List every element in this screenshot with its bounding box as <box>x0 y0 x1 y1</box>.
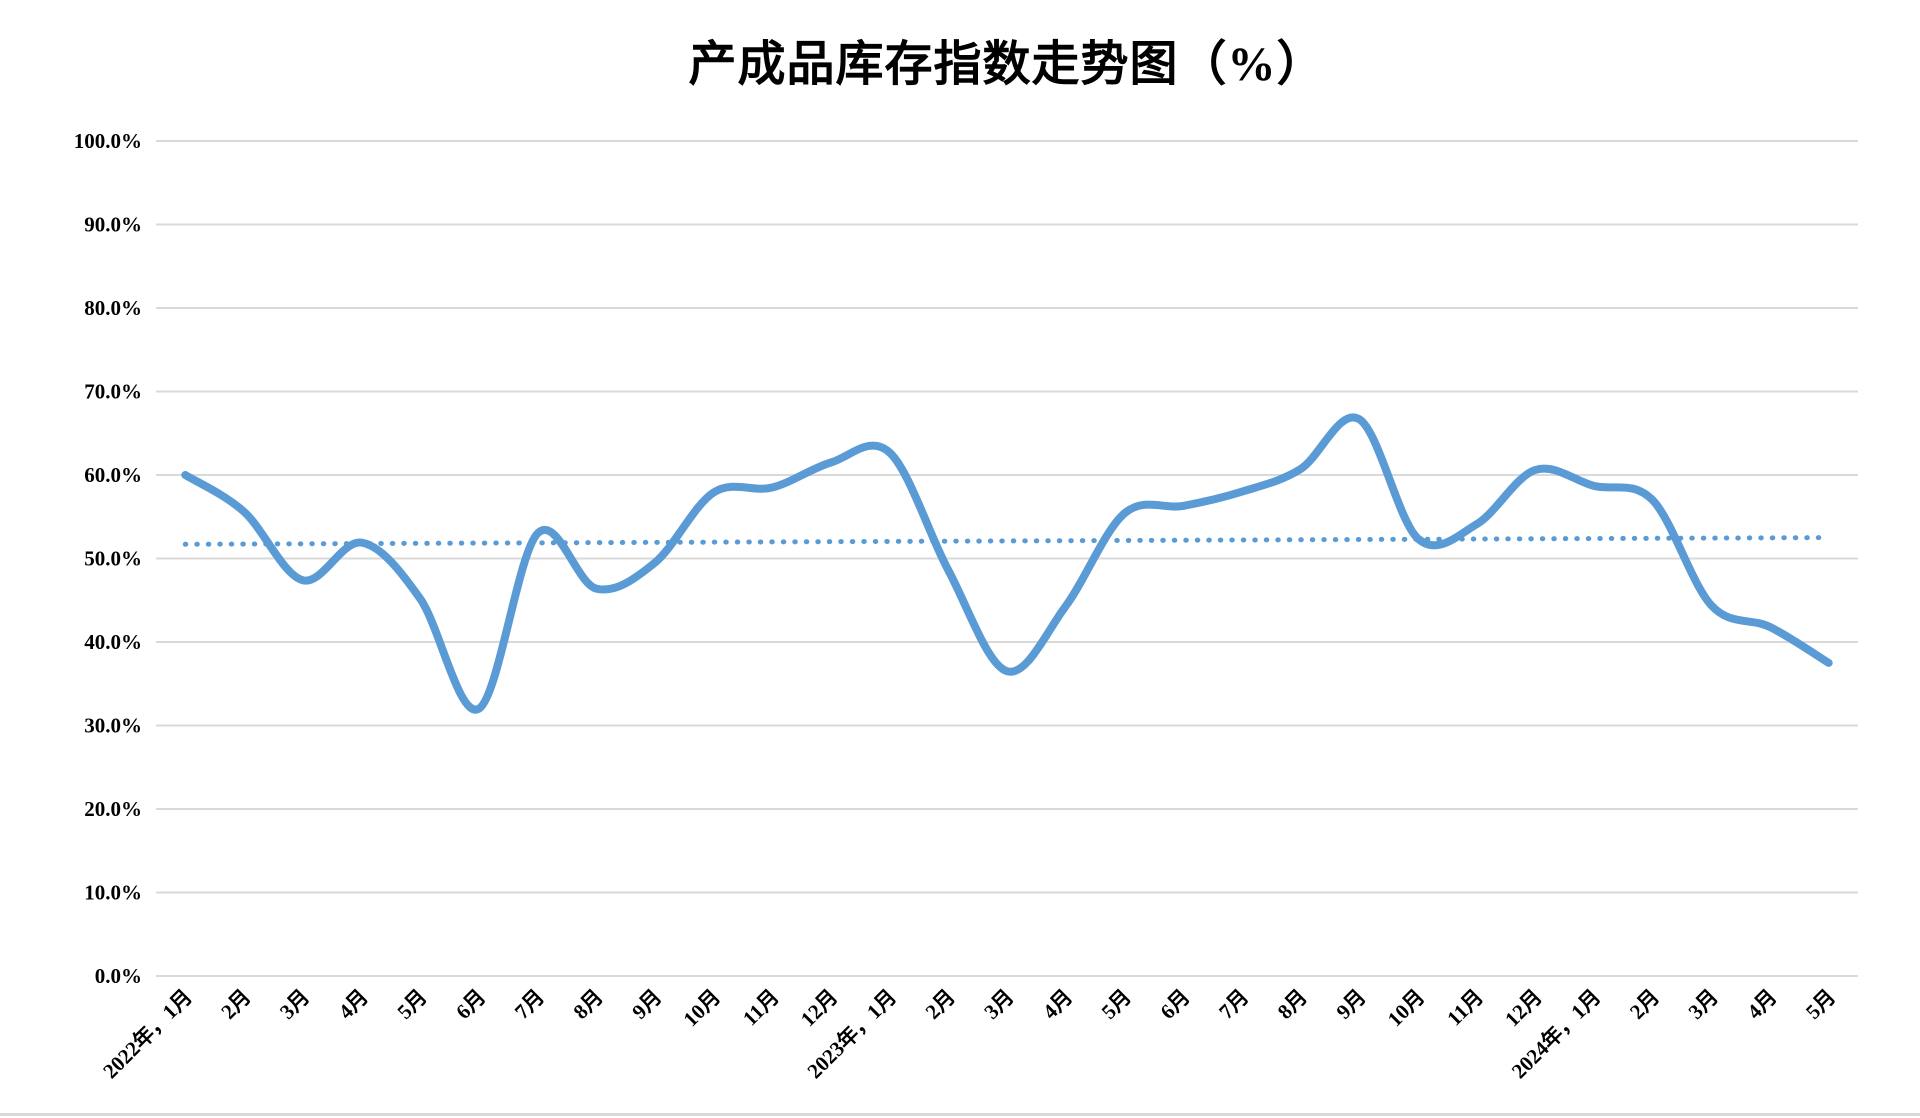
x-tick-label: 2022年，1月 <box>98 985 197 1084</box>
series-group <box>181 413 1833 714</box>
x-tick-label: 8月 <box>568 985 607 1024</box>
x-tick-label: 4月 <box>1742 985 1781 1024</box>
y-tick-label: 60.0% <box>84 463 142 487</box>
x-tick-label: 6月 <box>1155 985 1194 1024</box>
x-tick-label: 8月 <box>1273 985 1312 1024</box>
x-tick-label: 6月 <box>451 985 490 1024</box>
x-tick-label: 3月 <box>275 985 314 1024</box>
x-tick-label: 9月 <box>1331 985 1370 1024</box>
x-tick-label: 4月 <box>334 985 373 1024</box>
trendline-group <box>182 535 1832 547</box>
x-tick-label: 5月 <box>392 985 431 1024</box>
y-axis-labels-group: 0.0% 10.0% 20.0% 30.0% 40.0% 50.0% 60.0% 70.0% 8… <box>74 129 142 988</box>
x-tick-label: 11月 <box>738 985 784 1031</box>
x-tick-label: 3月 <box>979 985 1018 1024</box>
x-tick-label: 5月 <box>1801 985 1840 1024</box>
page-bottom-divider <box>0 1113 1920 1116</box>
x-tick-label: 2月 <box>921 985 960 1024</box>
y-tick-label: 40.0% <box>84 630 142 654</box>
x-tick-label: 12月 <box>796 985 843 1032</box>
x-axis-labels-group: 2022年，1月 2月 3月 4月 5月 6月 7月 8月 9月 10月 11月 12月2023年，1… <box>98 985 1840 1084</box>
y-tick-label: 50.0% <box>84 547 142 571</box>
gridlines-group <box>156 140 1858 977</box>
x-tick-label: 10月 <box>1383 985 1430 1032</box>
y-tick-label: 80.0% <box>84 296 142 320</box>
y-tick-label: 10.0% <box>84 881 142 905</box>
y-tick-label: 70.0% <box>84 380 142 404</box>
y-tick-label: 20.0% <box>84 797 142 821</box>
chart-title: 产成品库存指数走势图（%） <box>688 38 1326 91</box>
trendline-dotted <box>182 535 1832 547</box>
x-tick-label: 7月 <box>1214 985 1253 1024</box>
x-tick-label: 2月 <box>216 985 255 1024</box>
x-tick-label: 3月 <box>1684 985 1723 1024</box>
y-tick-label: 30.0% <box>84 714 142 738</box>
series-line <box>181 413 1833 714</box>
x-tick-label: 11月 <box>1442 985 1488 1031</box>
y-tick-label: 0.0% <box>95 964 142 988</box>
x-tick-label: 12月 <box>1500 985 1547 1032</box>
y-tick-label: 100.0% <box>74 129 142 153</box>
x-tick-label: 4月 <box>1038 985 1077 1024</box>
x-tick-label: 5月 <box>1097 985 1136 1024</box>
x-tick-label: 10月 <box>678 985 725 1032</box>
x-tick-label: 2月 <box>1625 985 1664 1024</box>
y-tick-label: 90.0% <box>84 213 142 237</box>
x-tick-label: 9月 <box>627 985 666 1024</box>
x-tick-label: 7月 <box>510 985 549 1024</box>
